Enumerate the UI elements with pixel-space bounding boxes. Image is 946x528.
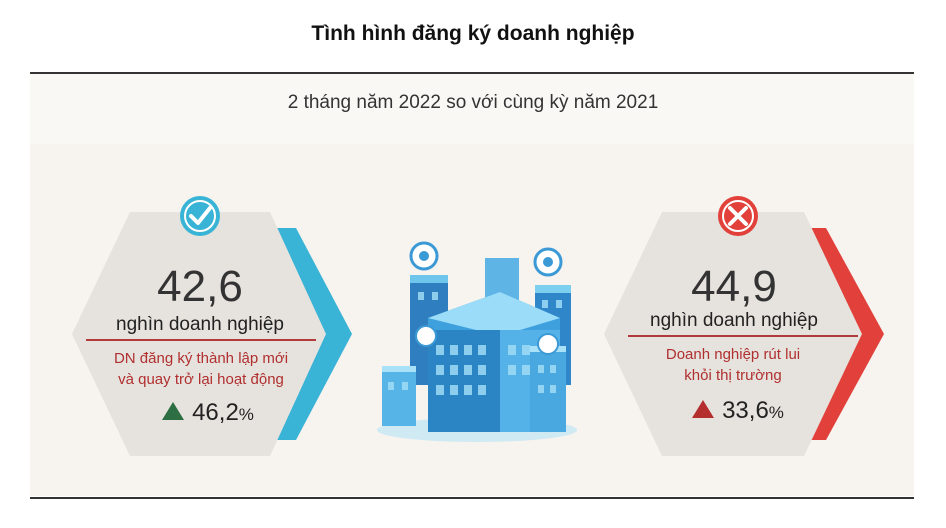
right-unit: nghìn doanh nghiệp — [650, 310, 818, 331]
left-description: DN đăng ký thành lập mới và quay trở lại… — [86, 348, 316, 390]
left-hexagon — [72, 212, 326, 456]
up-triangle-icon — [692, 399, 715, 418]
left-growth: 46,2% — [110, 399, 306, 427]
left-unit: nghìn doanh nghiệp — [116, 314, 284, 335]
page-subtitle: 2 tháng năm 2022 so với cùng kỳ năm 2021 — [287, 92, 659, 113]
left-description-line1: DN đăng ký thành lập mới — [113, 350, 289, 367]
right-description: Doanh nghiệp rút lui khỏi thị trường — [628, 344, 838, 386]
right-description-line2: khỏi thị trường — [684, 367, 782, 384]
left-value: 42,6 — [157, 262, 243, 311]
up-triangle-icon — [162, 401, 185, 420]
page-title: Tình hình đăng ký doanh nghiệp — [311, 22, 635, 45]
bottom-divider — [30, 497, 914, 499]
right-divider — [628, 335, 858, 337]
left-growth-value: 46,2 — [192, 399, 239, 426]
cross-icon — [718, 196, 758, 236]
right-growth-value: 33,6 — [722, 397, 769, 424]
left-growth-unit: % — [238, 405, 254, 424]
right-value: 44,9 — [691, 262, 777, 311]
city-buildings-illustration — [377, 241, 577, 442]
right-growth: 33,6% — [640, 397, 836, 425]
left-description-line2: và quay trở lại hoạt động — [118, 371, 284, 388]
right-growth-unit: % — [768, 403, 784, 422]
right-hexagon — [604, 212, 862, 456]
check-icon — [180, 196, 220, 236]
left-divider — [86, 339, 316, 341]
right-description-line1: Doanh nghiệp rút lui — [665, 346, 801, 363]
